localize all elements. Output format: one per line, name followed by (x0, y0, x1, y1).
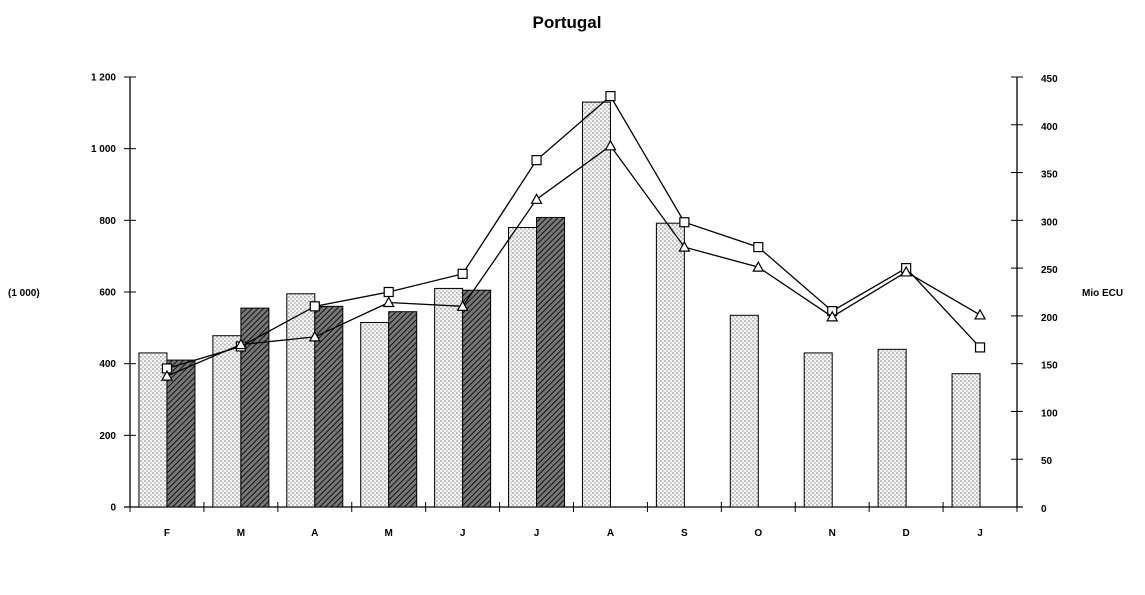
left-tick-label: 800 (99, 216, 116, 227)
bar-hatched (388, 311, 418, 508)
marker-triangle (456, 300, 469, 311)
bar-dotted (655, 222, 685, 508)
x-tick-label: N (829, 528, 836, 539)
marker-triangle (974, 308, 987, 320)
right-tick-label: 150 (1041, 361, 1058, 372)
bar-dotted (581, 101, 611, 508)
left-tick-label: 600 (99, 288, 116, 299)
bar-dotted (212, 335, 242, 508)
right-tick-label: 300 (1041, 217, 1058, 228)
x-tick-label: M (237, 528, 245, 539)
right-tick-label: 200 (1041, 313, 1058, 324)
lines (160, 91, 987, 381)
marker-triangle (234, 338, 247, 350)
left-tick-label: 0 (110, 503, 116, 514)
bars (138, 101, 981, 508)
right-tick-label: 0 (1041, 504, 1047, 515)
marker-triangle (382, 296, 395, 308)
marker-square (309, 301, 320, 312)
left-axis-label: (1 000) (8, 288, 40, 299)
x-tick-label: J (534, 528, 540, 539)
axes: 0 200 400 600 800 1 000 1 200 0 50 100 150 200 250 30… (91, 73, 1058, 516)
x-tick-label: D (903, 528, 910, 539)
bar-hatched (462, 289, 492, 508)
marker-square (383, 286, 394, 298)
bar-dotted (729, 314, 759, 508)
bar-hatched (536, 216, 566, 508)
x-tick-label: J (460, 528, 466, 539)
chart-title: Portugal (533, 13, 602, 32)
marker-square (531, 155, 542, 166)
marker-triangle (826, 310, 839, 322)
bar-hatched (314, 305, 344, 508)
marker-triangle (160, 369, 173, 381)
marker-square (605, 91, 616, 102)
left-tick-label: 1 000 (91, 144, 116, 155)
right-tick-label: 450 (1041, 74, 1058, 85)
marker-square (753, 241, 764, 253)
bar-dotted (803, 352, 833, 508)
line-square (166, 95, 981, 370)
bar-dotted (434, 287, 464, 508)
x-tick-label: F (164, 528, 170, 539)
x-tick-label: S (681, 528, 688, 539)
x-tick-label: A (311, 528, 318, 539)
right-axis-label: Mio ECU (1082, 288, 1123, 299)
right-tick-label: 50 (1041, 456, 1053, 467)
right-tick-label: 400 (1041, 122, 1058, 133)
right-tick-label: 250 (1041, 265, 1058, 276)
marker-triangle (604, 139, 617, 151)
x-tick-label: M (385, 528, 393, 539)
right-tick-label: 100 (1041, 408, 1058, 419)
marker-square (457, 268, 468, 279)
marker-square (974, 342, 986, 353)
left-tick-label: 1 200 (91, 73, 116, 84)
marker-triangle (752, 260, 765, 272)
left-tick-label: 200 (99, 431, 116, 442)
x-tick-label: O (754, 528, 762, 539)
marker-triangle (900, 265, 913, 277)
line-triangle (166, 144, 981, 377)
bar-dotted (138, 352, 168, 508)
bar-dotted (951, 373, 981, 508)
bar-dotted (877, 348, 907, 508)
right-tick-label: 350 (1041, 170, 1058, 181)
marker-triangle (308, 330, 321, 342)
marker-triangle (678, 240, 691, 252)
x-tick-label: J (977, 528, 983, 539)
bar-dotted (508, 227, 538, 508)
x-tick-label: A (607, 528, 614, 539)
bar-hatched (240, 307, 270, 508)
bar-dotted (286, 293, 316, 508)
left-tick-label: 400 (99, 359, 116, 370)
marker-square (679, 217, 690, 228)
marker-triangle (530, 193, 543, 204)
bar-dotted (360, 321, 390, 508)
bar-hatched (166, 359, 196, 508)
